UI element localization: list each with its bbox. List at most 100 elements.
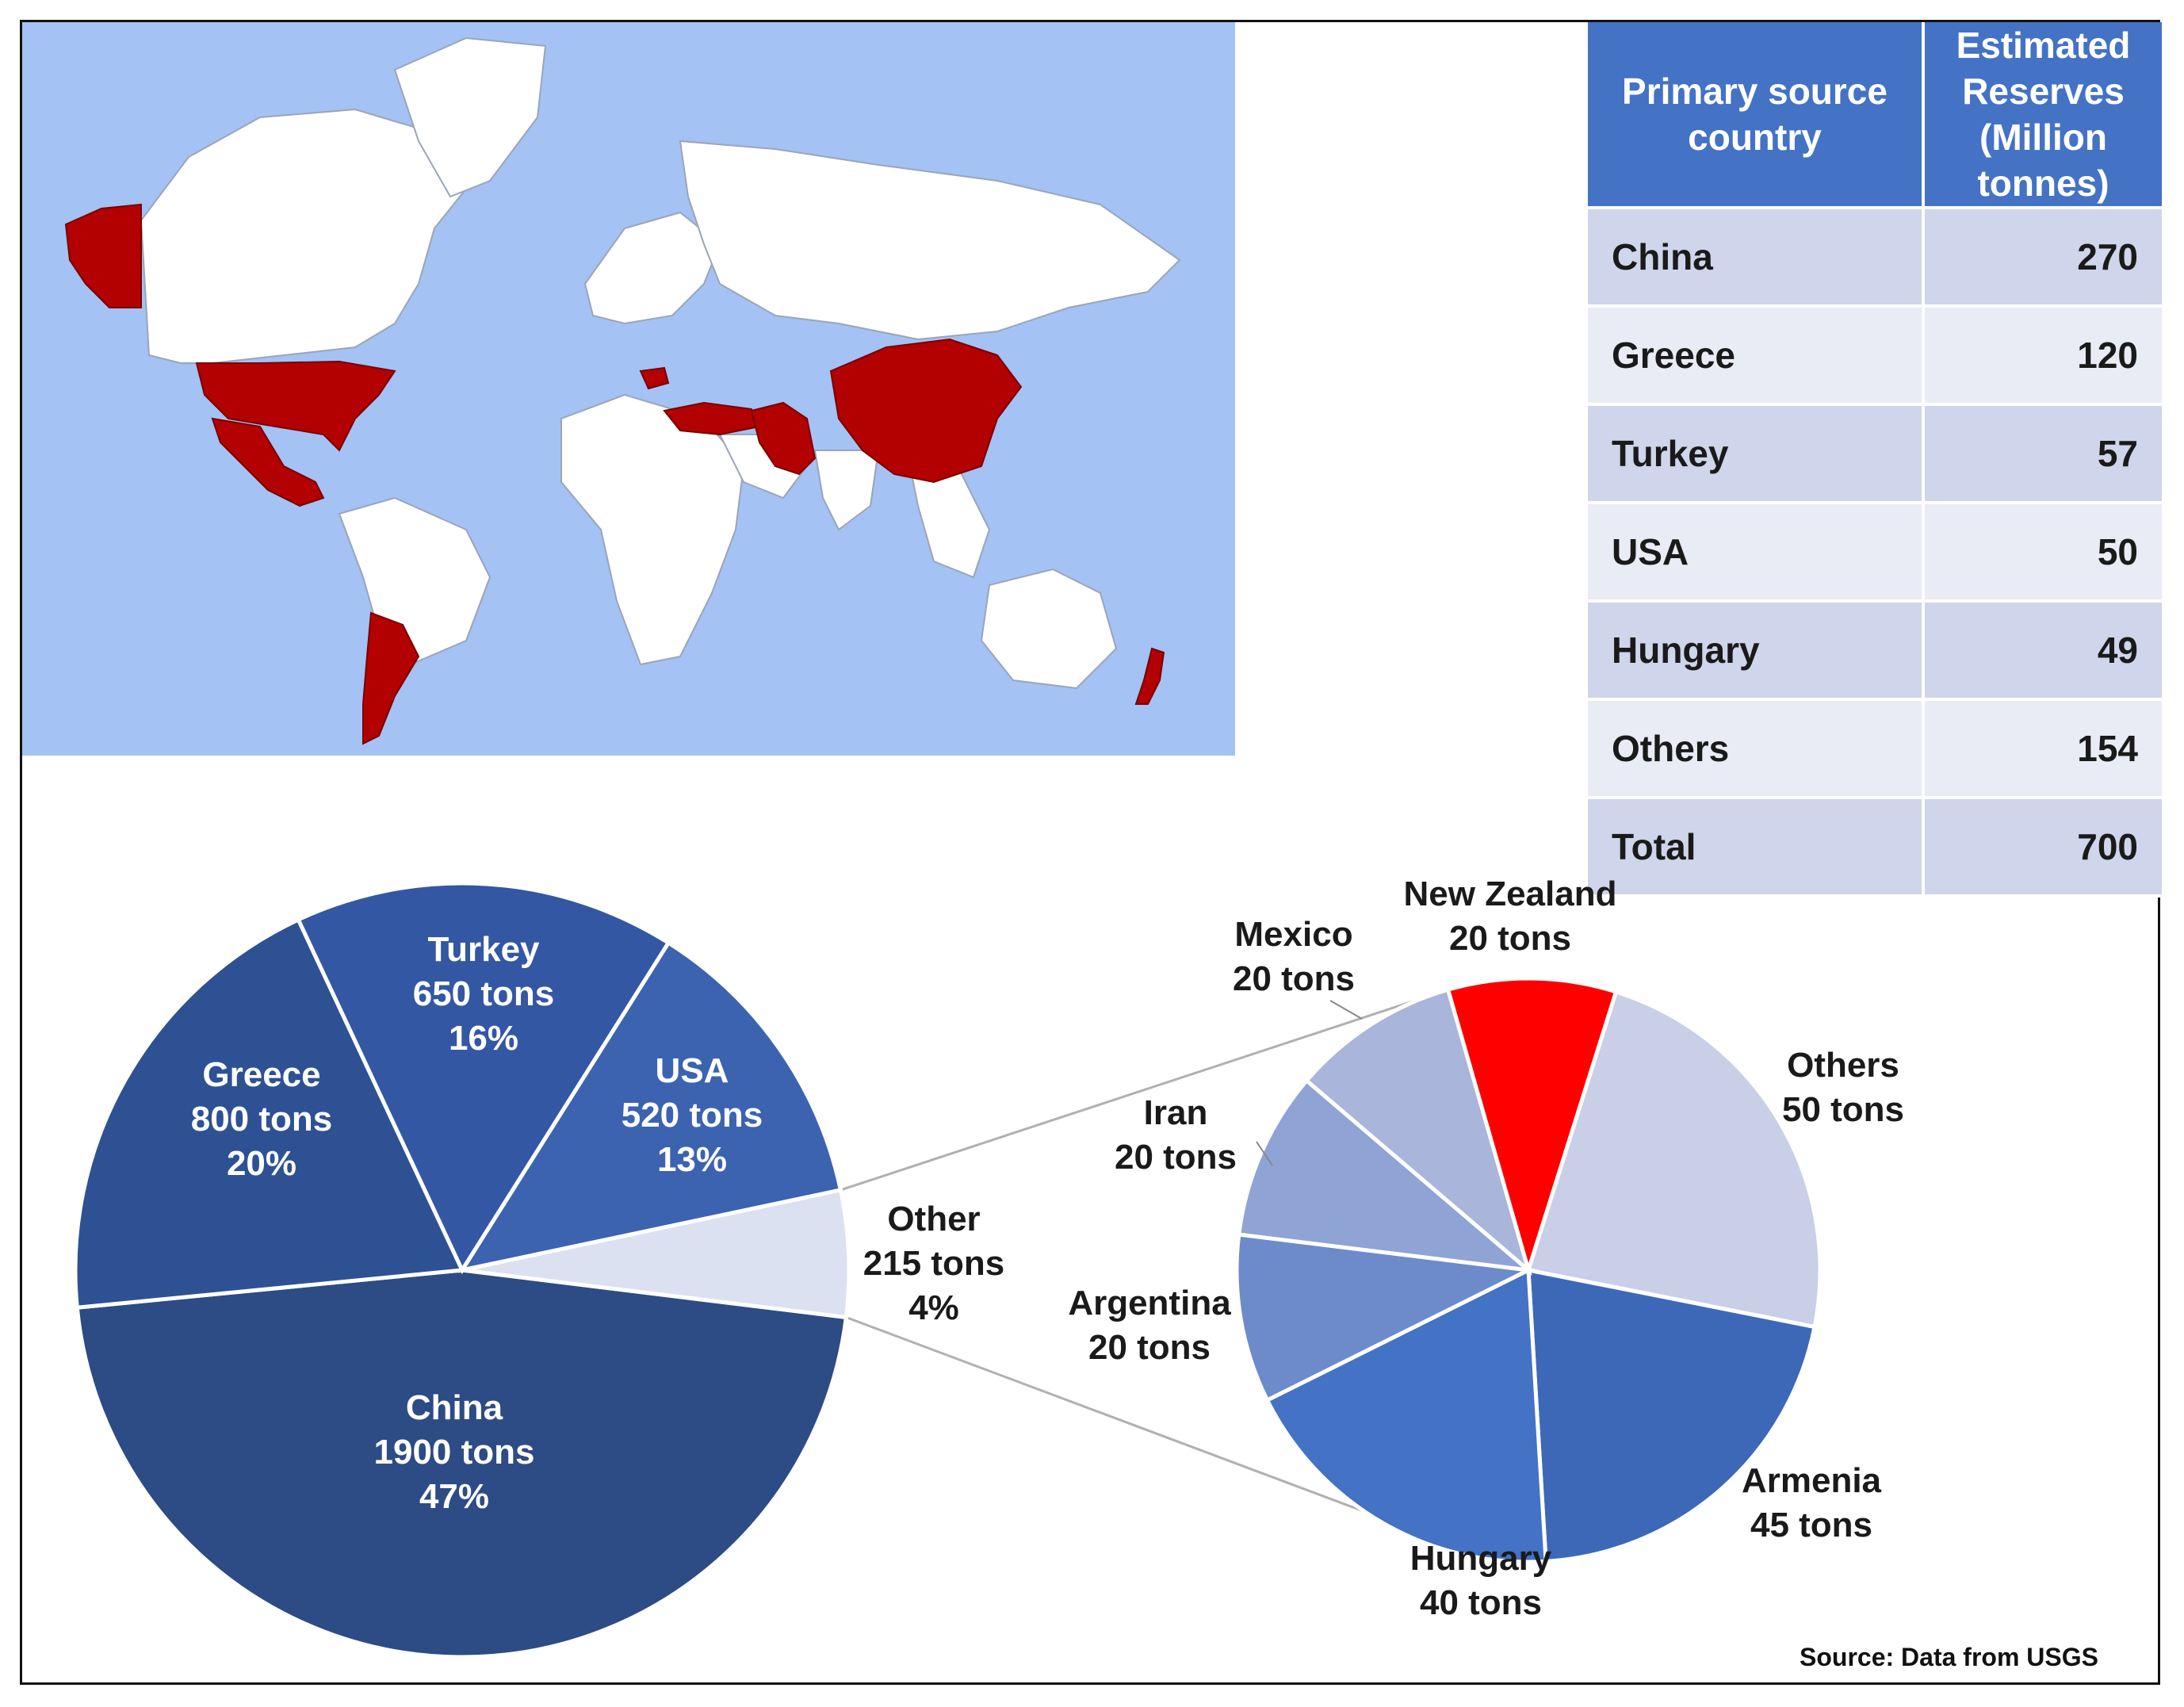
- map-country-new-zealand: [1134, 647, 1165, 705]
- map-land-europe: [583, 211, 721, 325]
- main-label-greece: Greece 800 tons 20%: [191, 1055, 333, 1183]
- main-label-greece-line: 20%: [227, 1144, 296, 1183]
- leader-mexico: [1329, 1000, 1363, 1020]
- other-label-new-zealand-line: New Zealand: [1404, 875, 1617, 913]
- other-label-others: Others 50 tons: [1782, 1046, 1904, 1129]
- main-label-other-line: 215 tons: [863, 1244, 1005, 1283]
- row-value: 154: [1925, 701, 2165, 799]
- other-label-argentina-line: 20 tons: [1088, 1328, 1211, 1367]
- row-country: China: [1588, 209, 1925, 308]
- main-slice-greece: [73, 917, 465, 1311]
- map-land-canada: [140, 108, 468, 364]
- header-reserves: Estimated Reserves (Million tonnes): [1925, 22, 2165, 209]
- other-slice-hungary: [1264, 1267, 1548, 1564]
- header-reserves-label: Estimated Reserves: [1956, 25, 2131, 112]
- table-row: Hungary 49: [1588, 603, 2165, 701]
- connector-top: [840, 988, 1449, 1192]
- table-row: Others 154: [1588, 701, 2165, 799]
- leader-iran: [1256, 1141, 1273, 1166]
- main-label-china-line: 47%: [419, 1477, 489, 1516]
- main-slice-china: [75, 1268, 849, 1659]
- row-value: 57: [1925, 406, 2165, 504]
- main-label-other-line: 4%: [908, 1288, 959, 1327]
- main-label-greece-line: 800 tons: [191, 1100, 333, 1139]
- row-value: 700: [1925, 799, 2165, 898]
- row-country: USA: [1588, 504, 1925, 603]
- source-note: Source: Data from USGS: [1800, 1643, 2098, 1671]
- other-label-armenia-line: 45 tons: [1750, 1506, 1872, 1544]
- table-row: China 270: [1588, 209, 2165, 308]
- table-row: USA 50: [1588, 504, 2165, 603]
- main-label-usa-line: 13%: [657, 1140, 727, 1179]
- other-label-hungary-line: 40 tons: [1420, 1583, 1542, 1622]
- other-slice-armenia: [1526, 1267, 1817, 1563]
- row-country: Others: [1588, 701, 1925, 799]
- table-row: Greece 120: [1588, 308, 2165, 406]
- other-breakdown-pie: [1234, 976, 1823, 1564]
- main-label-turkey-line: Turkey: [427, 930, 540, 969]
- other-label-hungary-line: Hungary: [1410, 1539, 1552, 1578]
- main-pie: [73, 881, 851, 1659]
- main-label-usa-line: USA: [656, 1051, 729, 1090]
- main-slice-other: [461, 1188, 851, 1320]
- other-slice-argentina: [1234, 1232, 1536, 1403]
- map-land-greenland: [393, 36, 547, 198]
- main-label-usa: USA 520 tons 13%: [622, 1051, 763, 1179]
- map-land-russia: [679, 140, 1181, 341]
- other-label-others-line: Others: [1787, 1046, 1899, 1085]
- header-reserves-unit: (Million tonnes): [1977, 117, 2109, 204]
- other-slice-new-zealand: [1445, 976, 1619, 1277]
- row-value: 270: [1925, 209, 2165, 308]
- main-label-china-line: 1900 tons: [374, 1433, 535, 1472]
- main-label-turkey: Turkey 650 tons 16%: [413, 930, 555, 1058]
- table-row: Turkey 57: [1588, 406, 2165, 504]
- row-value: 50: [1925, 504, 2165, 603]
- row-country: Hungary: [1588, 603, 1925, 701]
- other-label-armenia-line: Armenia: [1742, 1461, 1882, 1500]
- map-land-australia: [980, 568, 1118, 690]
- main-label-china-line: China: [406, 1388, 503, 1427]
- world-map: [22, 22, 1235, 756]
- main-label-turkey-line: 16%: [449, 1019, 518, 1058]
- row-country: Turkey: [1588, 406, 1925, 504]
- map-country-china: [829, 338, 1023, 484]
- map-country-iran: [750, 401, 817, 476]
- other-label-armenia: Armenia 45 tons: [1742, 1461, 1882, 1544]
- map-country-usa: [195, 360, 396, 452]
- other-slice-mexico: [1303, 987, 1532, 1276]
- other-label-argentina: Argentina 20 tons: [1068, 1284, 1231, 1367]
- table-row: Total 700: [1588, 799, 2165, 898]
- reserves-table: Primary source country Estimated Reserve…: [1588, 22, 2165, 898]
- other-slice-iran: [1236, 1077, 1535, 1273]
- map-country-alaska: [64, 203, 142, 308]
- other-label-argentina-line: Argentina: [1068, 1284, 1231, 1322]
- other-label-hungary: Hungary 40 tons: [1410, 1539, 1552, 1622]
- main-label-other: Other 215 tons 4%: [863, 1200, 1005, 1327]
- row-value: 120: [1925, 308, 2165, 406]
- map-country-hungary: [639, 366, 670, 390]
- other-label-mexico-line: 20 tons: [1233, 959, 1355, 998]
- other-slice-others: [1525, 989, 1823, 1330]
- main-label-china: China 1900 tons 47%: [374, 1388, 535, 1516]
- other-label-iran: Iran 20 tons: [1115, 1093, 1237, 1177]
- row-country: Greece: [1588, 308, 1925, 406]
- other-label-iran-line: 20 tons: [1115, 1138, 1237, 1177]
- other-label-mexico: Mexico 20 tons: [1233, 915, 1355, 998]
- other-label-mexico-line: Mexico: [1234, 915, 1352, 954]
- row-country: Total: [1588, 799, 1925, 898]
- other-label-new-zealand: New Zealand 20 tons: [1404, 875, 1617, 958]
- main-label-usa-line: 520 tons: [622, 1096, 763, 1135]
- main-slice-turkey: [296, 881, 671, 1275]
- main-label-other-line: Other: [887, 1200, 980, 1238]
- table-header-row: Primary source country Estimated Reserve…: [1588, 22, 2165, 209]
- map-country-mexico: [211, 417, 325, 507]
- header-country: Primary source country: [1588, 22, 1925, 209]
- other-label-others-line: 50 tons: [1782, 1090, 1904, 1129]
- row-value: 49: [1925, 603, 2165, 701]
- main-label-turkey-line: 650 tons: [413, 974, 555, 1013]
- other-label-new-zealand-line: 20 tons: [1449, 919, 1571, 958]
- other-label-iran-line: Iran: [1144, 1093, 1208, 1132]
- main-slice-usa: [457, 940, 843, 1273]
- main-label-greece-line: Greece: [202, 1055, 320, 1094]
